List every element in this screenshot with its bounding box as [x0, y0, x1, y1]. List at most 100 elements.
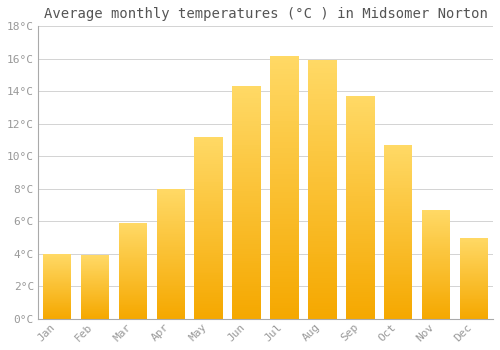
Bar	[308, 151, 336, 153]
Bar	[346, 290, 374, 292]
Bar	[156, 267, 185, 268]
Bar	[346, 239, 374, 241]
Bar	[156, 310, 185, 311]
Bar	[156, 229, 185, 230]
Bar	[43, 273, 72, 274]
Bar	[156, 302, 185, 303]
Bar	[422, 231, 450, 232]
Bar	[81, 303, 109, 304]
Bar	[156, 286, 185, 288]
Bar	[43, 290, 72, 291]
Bar	[118, 240, 147, 241]
Bar	[270, 148, 299, 150]
Bar	[346, 257, 374, 259]
Bar	[232, 154, 261, 156]
Bar	[422, 253, 450, 255]
Bar	[346, 194, 374, 196]
Bar	[156, 234, 185, 236]
Bar	[232, 159, 261, 161]
Bar	[232, 217, 261, 219]
Bar	[232, 187, 261, 189]
Bar	[81, 305, 109, 306]
Bar	[232, 316, 261, 319]
Bar	[308, 161, 336, 164]
Bar	[308, 197, 336, 200]
Bar	[422, 217, 450, 218]
Bar	[384, 188, 412, 190]
Bar	[308, 259, 336, 262]
Bar	[422, 268, 450, 269]
Bar	[232, 240, 261, 242]
Bar	[308, 195, 336, 197]
Bar	[422, 257, 450, 258]
Bar	[308, 141, 336, 143]
Bar	[156, 245, 185, 246]
Bar	[422, 302, 450, 304]
Bar	[194, 164, 223, 166]
Bar	[422, 300, 450, 301]
Bar	[308, 91, 336, 94]
Bar	[270, 222, 299, 224]
Bar	[194, 208, 223, 210]
Bar	[384, 230, 412, 232]
Bar	[308, 249, 336, 252]
Bar	[308, 203, 336, 205]
Bar	[422, 247, 450, 248]
Bar	[384, 155, 412, 157]
Bar	[460, 239, 488, 240]
Bar	[118, 224, 147, 225]
Bar	[270, 69, 299, 71]
Bar	[194, 226, 223, 228]
Bar	[194, 250, 223, 252]
Bar	[308, 156, 336, 159]
Bar	[384, 261, 412, 263]
Bar	[346, 208, 374, 210]
Bar	[194, 217, 223, 219]
Bar	[346, 268, 374, 270]
Bar	[118, 251, 147, 252]
Bar	[460, 310, 488, 311]
Bar	[308, 246, 336, 249]
Bar	[270, 116, 299, 119]
Bar	[156, 266, 185, 267]
Bar	[232, 175, 261, 177]
Bar	[81, 287, 109, 288]
Bar	[422, 229, 450, 230]
Bar	[270, 211, 299, 213]
Bar	[384, 208, 412, 209]
Bar	[270, 174, 299, 177]
Bar	[156, 260, 185, 262]
Bar	[194, 219, 223, 220]
Bar	[460, 271, 488, 272]
Bar	[346, 114, 374, 116]
Bar	[270, 153, 299, 156]
Bar	[232, 193, 261, 196]
Bar	[156, 247, 185, 248]
Bar	[232, 128, 261, 131]
Bar	[346, 134, 374, 136]
Bar	[346, 172, 374, 174]
Bar	[43, 291, 72, 292]
Bar	[194, 297, 223, 299]
Bar	[232, 263, 261, 265]
Bar	[346, 107, 374, 110]
Bar	[156, 298, 185, 299]
Bar	[156, 210, 185, 211]
Bar	[118, 284, 147, 285]
Bar	[308, 311, 336, 314]
Bar	[422, 261, 450, 262]
Bar	[156, 197, 185, 198]
Bar	[346, 147, 374, 150]
Bar	[194, 261, 223, 262]
Bar	[460, 290, 488, 291]
Bar	[422, 280, 450, 281]
Bar	[308, 244, 336, 246]
Bar	[384, 190, 412, 192]
Bar	[384, 161, 412, 162]
Bar	[422, 228, 450, 229]
Bar	[460, 297, 488, 298]
Bar	[232, 149, 261, 152]
Bar	[118, 296, 147, 297]
Bar	[346, 276, 374, 279]
Bar	[194, 281, 223, 282]
